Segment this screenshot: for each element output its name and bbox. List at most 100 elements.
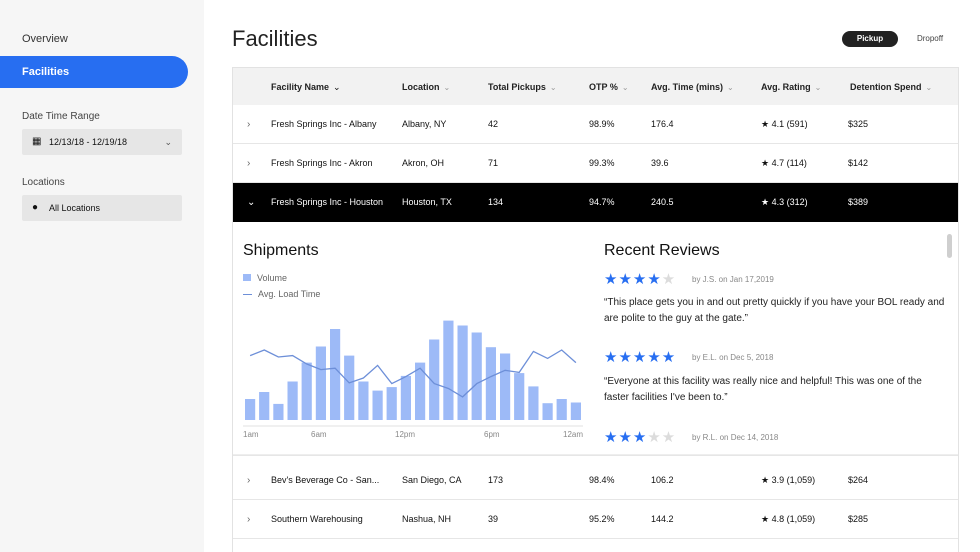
volume-bar [457,325,468,420]
volume-bar [415,362,426,420]
chevron-down-icon[interactable]: ⌄ [247,197,256,208]
otp-percent: 98.4% [589,475,615,485]
detention-spend: $142 [848,158,869,168]
volume-bar [471,332,482,420]
avg-rating: ★ 4.8 (1,059) [761,514,816,524]
otp-percent: 94.7% [589,197,615,207]
total-pickups: 71 [488,158,499,168]
facility-location: Nashua, NH [402,514,452,524]
volume-bar [358,381,369,420]
avg-time: 176.4 [651,119,674,129]
shipments-chart [243,320,583,427]
column-header-avg-rating[interactable]: Avg. Rating ⌄ [761,82,822,92]
sort-icon: ⌄ [549,83,557,92]
review-text: “This place gets you in and out pretty q… [604,297,945,324]
facility-detail-panel: Shipments Volume Avg. Load Time 1am 6am … [233,222,958,456]
column-header-facility-name[interactable]: Facility Name ⌄ [271,82,341,92]
x-tick-label: 12am [563,430,584,439]
column-header-otp[interactable]: OTP % ⌄ [589,82,629,92]
volume-bar [485,347,496,420]
facility-name: Fresh Springs Inc - Albany [271,119,377,129]
total-pickups: 134 [488,197,504,207]
facility-location: Akron, OH [402,158,445,168]
nav-item-overview[interactable]: Overview [22,33,68,45]
facilities-table: Facility Name ⌄ Location ⌄ Total Pickups ⌄ … [232,67,959,552]
avg-rating: ★ 4.3 (312) [761,197,808,207]
date-range-select[interactable]: ▦ 12/13/18 - 12/19/18 ⌄ [22,129,182,155]
chevron-right-icon[interactable]: › [247,475,251,486]
nav-item-facilities[interactable]: Facilities [0,56,188,88]
calendar-icon: ▦ [32,136,42,147]
facility-name: Bev's Beverage Co - San... [271,475,380,485]
facility-location: Albany, NY [402,119,447,129]
facility-location: San Diego, CA [402,475,462,485]
volume-bar [429,339,440,420]
volume-bar [330,329,341,420]
avg-time: 240.5 [651,197,674,207]
chevron-right-icon[interactable]: › [247,119,251,130]
x-tick-label: 6pm [484,430,500,439]
sort-icon: ⌄ [925,83,933,92]
volume-bar [315,346,326,420]
table-row[interactable]: › Fresh Springs Inc - Albany Albany, NY … [233,105,958,144]
date-range-value: 12/13/18 - 12/19/18 [49,137,128,147]
locations-value: All Locations [49,203,101,213]
legend-load-time: Avg. Load Time [243,289,320,299]
facility-location: Houston, TX [402,197,452,207]
total-pickups: 173 [488,475,504,485]
avg-rating: ★ 4.7 (114) [761,158,807,168]
review-stars: ★★★★★ [604,429,677,446]
detention-spend: $285 [848,514,869,524]
volume-bar [528,386,539,420]
x-tick-label: 1am [243,430,259,439]
avg-rating: ★ 4.1 (591) [761,119,808,129]
otp-percent: 98.9% [589,119,615,129]
chevron-right-icon[interactable]: › [247,158,251,169]
review-text: “Everyone at this facility was really ni… [604,376,922,403]
volume-bar [443,320,454,420]
volume-bar [570,402,581,420]
review-stars: ★★★★★ [604,349,677,366]
chevron-down-icon: ⌄ [164,137,172,147]
sort-down-icon: ⌄ [333,82,341,92]
table-header: Facility Name ⌄ Location ⌄ Total Pickups ⌄ … [233,67,958,105]
avg-rating: ★ 3.9 (1,059) [761,475,816,485]
total-pickups: 39 [488,514,499,524]
table-row[interactable]: › Southern Warehousing Nashua, NH 39 95.… [233,500,958,539]
pickup-toggle[interactable]: Pickup [842,31,898,47]
sort-icon: ⌄ [814,83,822,92]
dropoff-toggle[interactable]: Dropoff [916,34,944,43]
volume-bar [273,403,284,420]
date-range-label: Date Time Range [22,111,100,122]
column-header-total-pickups[interactable]: Total Pickups ⌄ [488,82,557,92]
otp-percent: 99.3% [589,158,615,168]
sort-icon: ⌄ [621,83,629,92]
sidebar: Overview Facilities Date Time Range ▦ 12… [0,0,204,552]
volume-bar [287,381,298,420]
volume-bar [245,399,256,420]
facility-name: Fresh Springs Inc - Akron [271,158,373,168]
locations-select[interactable]: ● All Locations [22,195,182,221]
column-header-avg-time[interactable]: Avg. Time (mins) ⌄ [651,82,734,92]
reviews-scrollbar[interactable] [947,234,952,258]
column-header-detention-spend[interactable]: Detention Spend ⌄ [850,82,933,92]
volume-bar [344,355,355,420]
table-row[interactable]: › Fresh Springs Inc - Akron Akron, OH 71… [233,144,958,183]
load-time-line [249,349,577,398]
load-time-line-icon [243,294,252,296]
volume-bar [386,387,397,420]
chevron-right-icon[interactable]: › [247,514,251,525]
volume-swatch-icon [243,274,251,281]
table-row-expanded[interactable]: ⌄ Fresh Springs Inc - Houston Houston, T… [233,183,958,222]
avg-time: 39.6 [651,158,669,168]
volume-bar [542,403,553,420]
legend-volume: Volume [243,273,287,283]
avg-time: 144.2 [651,514,674,524]
column-header-location[interactable]: Location ⌄ [402,82,451,92]
page-title: Facilities [232,26,318,51]
facility-name: Southern Warehousing [271,514,363,524]
volume-bar [259,392,270,420]
facility-name: Fresh Springs Inc - Houston [271,197,384,207]
table-row[interactable]: › Bev's Beverage Co - San... San Diego, … [233,461,958,500]
map-pin-icon: ● [32,202,39,213]
